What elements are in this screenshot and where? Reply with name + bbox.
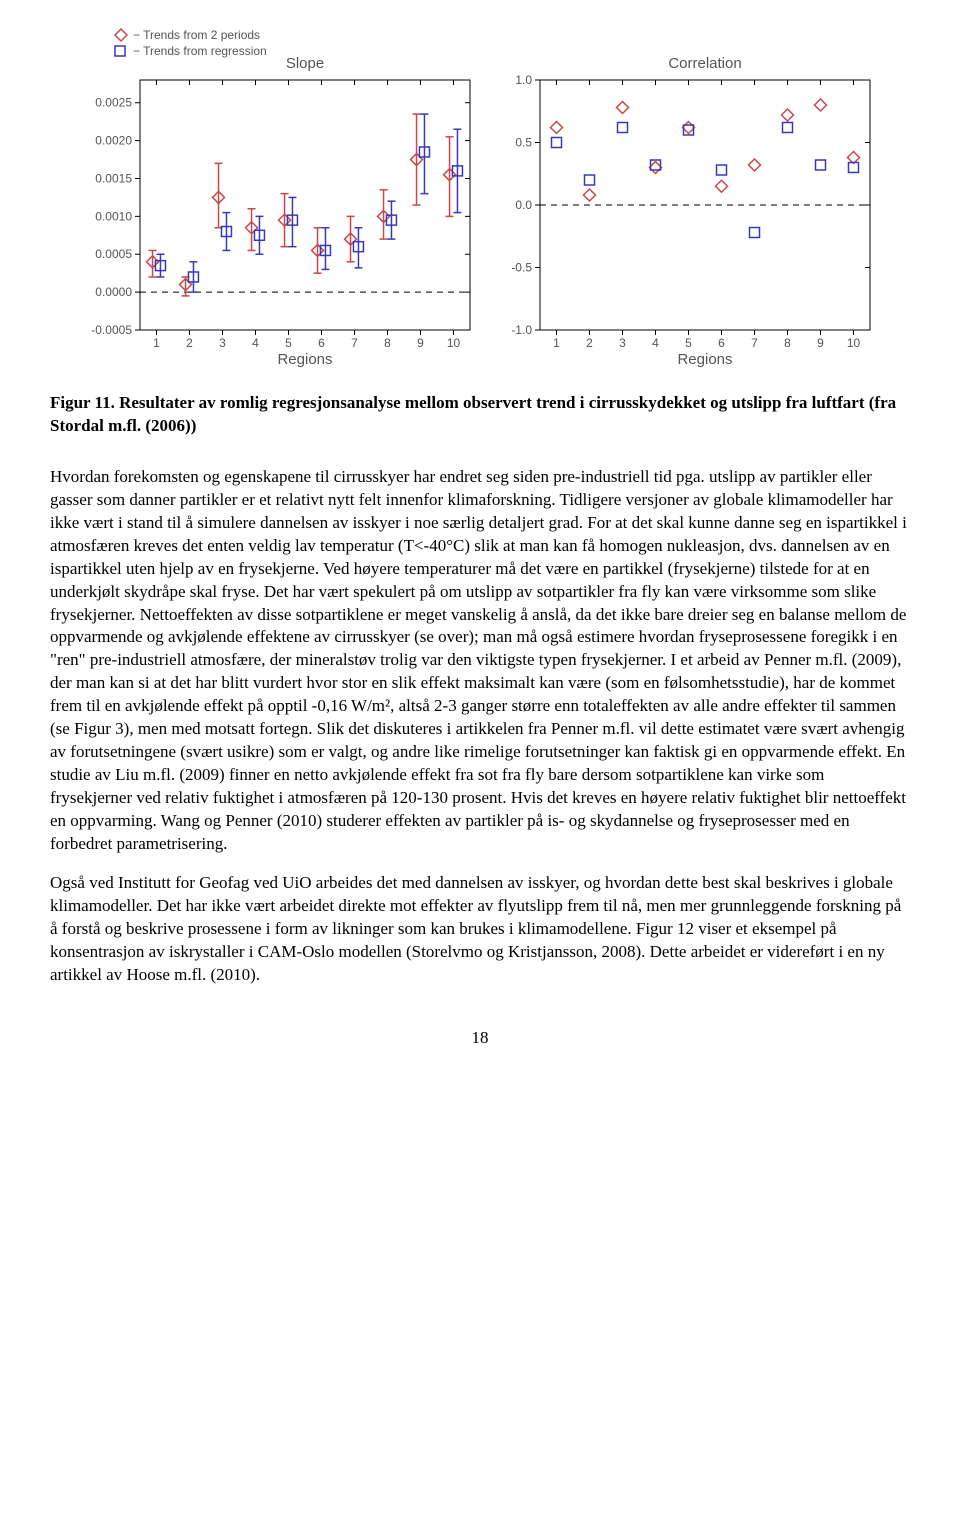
svg-text:2: 2 [586, 336, 593, 350]
figure-caption: Figur 11. Resultater av romlig regresjon… [50, 392, 910, 438]
svg-text:0.0025: 0.0025 [95, 96, 132, 110]
svg-text:7: 7 [751, 336, 758, 350]
svg-text:0.5: 0.5 [515, 136, 532, 150]
svg-text:0.0000: 0.0000 [95, 285, 132, 299]
svg-text:4: 4 [652, 336, 659, 350]
svg-text:9: 9 [817, 336, 824, 350]
svg-text:6: 6 [318, 336, 325, 350]
svg-text:0.0020: 0.0020 [95, 134, 132, 148]
svg-text:5: 5 [685, 336, 692, 350]
svg-text:3: 3 [619, 336, 626, 350]
page-number: 18 [50, 1027, 910, 1050]
svg-text:1.0: 1.0 [515, 73, 532, 87]
figure-11: − Trends from 2 periods − Trends from reg… [50, 20, 910, 380]
svg-text:Regions: Regions [677, 351, 732, 368]
svg-text:-0.5: -0.5 [511, 261, 532, 275]
svg-text:6: 6 [718, 336, 725, 350]
svg-text:10: 10 [847, 336, 861, 350]
svg-text:3: 3 [219, 336, 226, 350]
svg-text:1: 1 [553, 336, 560, 350]
paragraph-2: Også ved Institutt for Geofag ved UiO ar… [50, 872, 910, 987]
svg-text:9: 9 [417, 336, 424, 350]
svg-text:-0.0005: -0.0005 [91, 323, 132, 337]
svg-text:8: 8 [784, 336, 791, 350]
svg-text:0.0010: 0.0010 [95, 209, 132, 223]
svg-text:0.0015: 0.0015 [95, 171, 132, 185]
svg-text:0.0005: 0.0005 [95, 247, 132, 261]
svg-text:-1.0: -1.0 [511, 323, 532, 337]
svg-text:Regions: Regions [277, 351, 332, 368]
svg-text:Correlation: Correlation [668, 55, 741, 72]
svg-text:7: 7 [351, 336, 358, 350]
svg-text:5: 5 [285, 336, 292, 350]
svg-text:− Trends from 2 periods: − Trends from 2 periods [133, 28, 260, 42]
svg-text:1: 1 [153, 336, 160, 350]
svg-text:0.0: 0.0 [515, 198, 532, 212]
svg-text:4: 4 [252, 336, 259, 350]
svg-text:10: 10 [447, 336, 461, 350]
paragraph-1: Hvordan forekomsten og egenskapene til c… [50, 466, 910, 856]
figure-11-svg: − Trends from 2 periods − Trends from reg… [50, 20, 910, 380]
svg-text:Slope: Slope [286, 55, 324, 72]
svg-text:2: 2 [186, 336, 193, 350]
svg-text:− Trends from regression: − Trends from regression [133, 44, 267, 58]
svg-text:8: 8 [384, 336, 391, 350]
